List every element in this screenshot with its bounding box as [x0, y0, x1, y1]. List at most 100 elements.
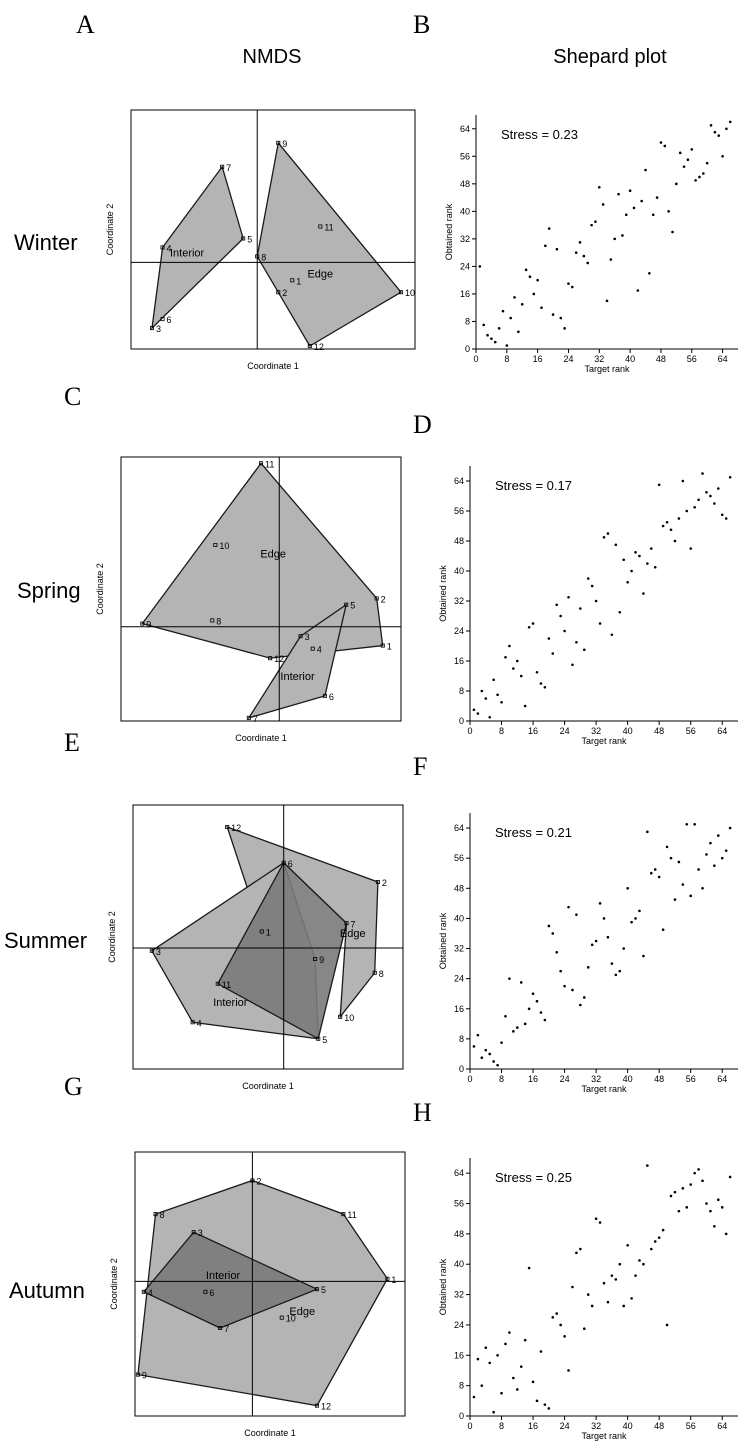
data-point — [657, 875, 661, 879]
site-point-4 — [160, 245, 165, 250]
data-point — [686, 158, 690, 162]
panel-letter-a: A — [76, 10, 95, 39]
site-point-6 — [160, 317, 165, 322]
data-point — [621, 234, 624, 237]
data-point — [523, 704, 527, 708]
data-point — [661, 524, 665, 528]
site-label-5: 5 — [321, 1285, 326, 1295]
data-point — [716, 487, 720, 490]
data-point — [531, 622, 535, 625]
data-point — [659, 141, 663, 144]
data-point — [531, 992, 535, 996]
data-point — [590, 1304, 594, 1308]
site-label-10: 10 — [405, 288, 415, 298]
data-point — [709, 1209, 712, 1213]
panel-letter-h: H — [413, 1098, 432, 1127]
y-tick-label-8: 8 — [459, 1034, 464, 1044]
data-point — [527, 1266, 531, 1270]
stress-annotation: Stress = 0.25 — [495, 1170, 572, 1185]
data-point — [673, 539, 677, 543]
site-point-11 — [318, 224, 323, 229]
data-point — [500, 1391, 503, 1395]
season-label-summer: Summer — [4, 928, 88, 953]
data-point — [717, 134, 721, 137]
x-tick-label-0: 0 — [467, 726, 472, 736]
data-point — [642, 954, 645, 958]
data-point — [713, 864, 716, 868]
y-tick-label-0: 0 — [459, 716, 464, 726]
data-point — [512, 667, 515, 670]
site-point-2 — [250, 1178, 255, 1183]
site-label-9: 9 — [146, 620, 151, 630]
data-point — [504, 655, 507, 659]
site-point-9 — [276, 140, 281, 145]
data-point — [697, 868, 700, 871]
data-point — [586, 577, 590, 580]
data-point — [478, 265, 482, 268]
group-label-interior: Interior — [213, 997, 248, 1009]
data-point — [492, 1060, 495, 1063]
data-point — [630, 569, 633, 573]
data-point — [725, 127, 728, 131]
site-label-7: 7 — [253, 714, 258, 724]
data-point — [602, 535, 606, 539]
data-point — [622, 1304, 626, 1308]
data-point — [582, 254, 586, 258]
data-point — [501, 309, 505, 313]
data-point — [638, 909, 641, 913]
data-point — [697, 498, 700, 502]
data-point — [505, 344, 509, 347]
y-tick-label-40: 40 — [454, 913, 464, 923]
y-axis-label: Coordinate 2 — [107, 911, 117, 963]
data-point — [681, 1187, 685, 1190]
data-point — [472, 708, 476, 712]
site-point-7 — [344, 921, 349, 926]
data-point — [681, 479, 685, 483]
y-tick-label-40: 40 — [454, 566, 464, 576]
data-point — [713, 130, 717, 134]
data-point — [598, 1221, 602, 1224]
data-point — [559, 614, 562, 618]
site-point-10 — [279, 1315, 284, 1320]
hull-interior — [151, 165, 244, 330]
data-point — [539, 1350, 543, 1353]
data-point — [528, 275, 532, 279]
data-point — [519, 981, 523, 984]
site-point-5 — [314, 1287, 319, 1292]
data-point — [709, 124, 713, 127]
data-point — [609, 258, 613, 261]
data-point — [543, 1018, 547, 1022]
site-point-10 — [398, 290, 403, 295]
x-axis-label: Target rank — [581, 736, 627, 746]
data-point — [705, 161, 709, 165]
data-point — [575, 640, 578, 644]
data-point — [655, 196, 659, 199]
data-point — [646, 830, 649, 834]
data-point — [579, 1003, 582, 1007]
x-tick-label-16: 16 — [533, 354, 543, 364]
site-point-4 — [190, 1020, 195, 1025]
data-point — [582, 996, 586, 999]
stress-annotation: Stress = 0.23 — [501, 127, 578, 142]
data-point — [515, 1388, 519, 1391]
data-point — [484, 1048, 488, 1052]
panel-letter-g: G — [64, 1072, 83, 1101]
data-point — [571, 988, 574, 992]
data-point — [563, 1335, 566, 1338]
y-axis-label: Obtained rank — [444, 203, 454, 260]
x-axis-label: Coordinate 1 — [242, 1081, 294, 1091]
data-point — [705, 1202, 708, 1205]
data-point — [685, 1206, 689, 1209]
site-label-9: 9 — [142, 1371, 147, 1381]
data-point — [551, 1316, 555, 1319]
site-label-4: 4 — [148, 1288, 153, 1298]
data-point — [567, 905, 570, 909]
data-point — [678, 151, 682, 155]
group-label-edge: Edge — [289, 1306, 315, 1318]
site-label-3: 3 — [156, 947, 161, 957]
data-point — [563, 327, 566, 330]
data-point — [669, 856, 673, 860]
panel-letter-f: F — [413, 752, 428, 781]
site-point-1 — [290, 278, 295, 283]
data-point — [614, 543, 618, 547]
